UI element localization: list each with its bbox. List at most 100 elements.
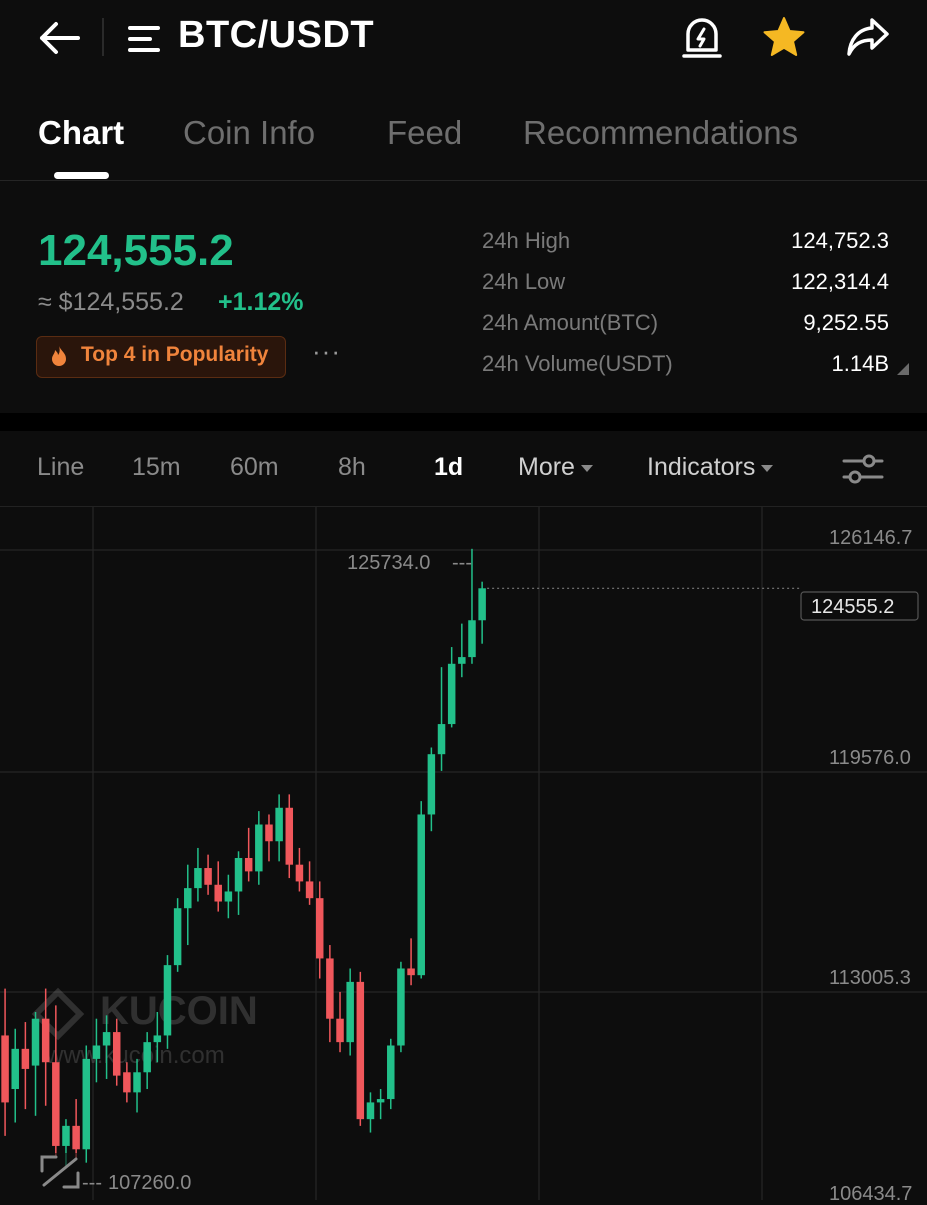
candle-body (387, 1045, 395, 1100)
y-axis-label: 106434.7 (829, 1183, 912, 1200)
candle-body (62, 1125, 70, 1146)
pair-title[interactable]: BTC/USDT (178, 14, 375, 56)
candle-body (194, 868, 202, 889)
share-icon[interactable] (846, 16, 890, 58)
tab-coin-info[interactable]: Coin Info (183, 114, 316, 151)
current-price-tag: 124555.2 (800, 591, 919, 621)
candle-body (366, 1102, 375, 1120)
current-price-box (800, 591, 919, 621)
stat-label-24h-low: 24h Low (482, 269, 566, 294)
candle-body (153, 1035, 162, 1043)
chart-toolbar: Line 15m 60m 8h 1d More Indicators (0, 432, 927, 507)
chevron-down-icon (761, 464, 774, 472)
stat-label-24h-volume: 24h Volume(USDT) (482, 351, 673, 376)
active-tab-indicator (54, 172, 109, 179)
candle-body (265, 824, 273, 842)
tab-bar: Chart Coin Info Feed Recommendations (0, 100, 927, 181)
candle-body (275, 807, 283, 842)
low-price-marker: 107260.0 (108, 1172, 191, 1194)
candle-body (173, 908, 182, 966)
candle-body (102, 1032, 111, 1046)
candle-body (458, 657, 466, 664)
last-price: 124,555.2 (38, 226, 234, 275)
candlestick-chart[interactable]: KUCOIN www.kucoin.com 126146.7 119576.0 … (0, 507, 927, 1205)
candle-body (72, 1125, 80, 1150)
low-marker-dashes: --- (82, 1172, 102, 1194)
interval-line[interactable]: Line (37, 453, 85, 481)
current-price-label: 124555.2 (811, 596, 894, 618)
candle-body (417, 814, 425, 976)
candle-body (468, 620, 476, 658)
chart-canvas[interactable]: KUCOIN www.kucoin.com 126146.7 119576.0 … (0, 507, 927, 1205)
star-icon[interactable] (762, 16, 806, 58)
candle-body (52, 1062, 60, 1146)
candle-body (21, 1048, 30, 1069)
chevron-down-icon (580, 464, 593, 472)
price-alert-icon[interactable] (682, 16, 722, 60)
high-marker-dashes: --- (452, 552, 472, 574)
candle-body (41, 1018, 50, 1063)
y-axis-label: 119576.0 (829, 747, 911, 769)
y-axis-label: 113005.3 (829, 967, 911, 989)
tab-chart[interactable]: Chart (38, 114, 125, 151)
interval-1d[interactable]: 1d (434, 453, 464, 481)
candle-body (123, 1072, 131, 1093)
candle-body (143, 1042, 151, 1073)
top-bar: BTC/USDT (0, 0, 927, 80)
candle-body (11, 1048, 19, 1090)
stat-label-24h-high: 24h High (482, 228, 571, 253)
candle-body (112, 1032, 121, 1076)
fire-icon (49, 345, 69, 369)
section-separator (0, 413, 927, 431)
candle-body (295, 864, 304, 882)
stat-value-24h-low: 122,314.4 (791, 269, 889, 294)
interval-60m[interactable]: 60m (230, 453, 279, 481)
y-axis-label: 126146.7 (829, 527, 912, 549)
stat-value-24h-volume[interactable]: 1.14B (831, 351, 890, 376)
more-intervals-dropdown[interactable]: More (518, 453, 593, 482)
header-divider (102, 18, 104, 56)
interval-15m[interactable]: 15m (132, 453, 181, 481)
candle-body (356, 981, 365, 1120)
candle-body (133, 1072, 141, 1093)
more-intervals-label: More (518, 453, 575, 481)
popularity-badge-label: Top 4 in Popularity (81, 343, 269, 366)
stat-value-24h-high: 124,752.3 (791, 228, 889, 253)
candle-body (163, 965, 172, 1036)
candle-body (407, 968, 415, 976)
candle-body (1, 1035, 9, 1103)
candle-body (437, 724, 446, 755)
candle-body (285, 807, 294, 865)
candle-body (376, 1099, 385, 1103)
candle-body (427, 754, 436, 815)
tab-feed[interactable]: Feed (387, 114, 463, 151)
fullscreen-icon[interactable] (36, 1153, 80, 1191)
indicators-label: Indicators (647, 453, 756, 481)
expand-corner-icon[interactable] (897, 362, 909, 375)
indicators-dropdown[interactable]: Indicators (647, 453, 774, 482)
interval-8h[interactable]: 8h (338, 453, 366, 481)
candle-body (92, 1045, 101, 1059)
candle-body (336, 1018, 344, 1043)
candle-body (244, 857, 253, 872)
back-arrow-icon[interactable] (36, 18, 82, 58)
sliders-icon[interactable] (842, 452, 884, 486)
candle-body (255, 824, 263, 872)
candle-body (305, 881, 314, 899)
candle-body (214, 884, 222, 902)
tab-recommendations[interactable]: Recommendations (523, 114, 799, 151)
price-change: +1.12% (218, 288, 304, 316)
candle-body (224, 891, 233, 902)
candle-body (326, 958, 334, 1019)
more-options-icon[interactable]: ··· (312, 336, 341, 366)
candle-body (397, 968, 405, 1046)
watermark-brand: KUCOIN (100, 989, 258, 1033)
candle-body (184, 888, 192, 909)
watermark-url: www.kucoin.com (45, 1042, 225, 1069)
fiat-price: ≈ $124,555.2 (38, 288, 184, 316)
popularity-badge[interactable]: Top 4 in Popularity (36, 336, 286, 378)
menu-icon[interactable] (128, 24, 162, 54)
candle-body (31, 1018, 40, 1066)
stat-label-24h-amount: 24h Amount(BTC) (482, 310, 659, 335)
y-axis: 126146.7 119576.0 113005.3 106434.7 (829, 527, 912, 1205)
